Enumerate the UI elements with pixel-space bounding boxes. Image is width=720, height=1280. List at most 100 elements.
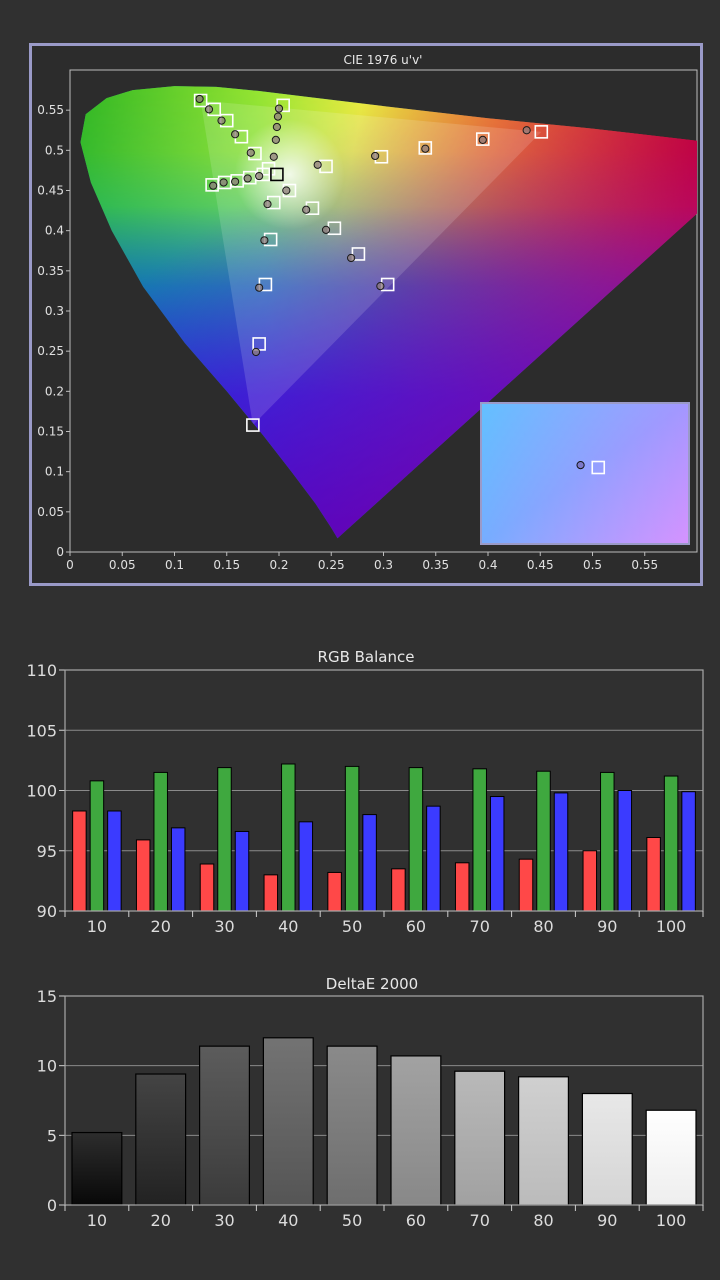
green-bar	[153, 771, 168, 912]
x-tick-label: 0.15	[213, 558, 240, 572]
target-marker	[351, 247, 366, 261]
x-tick-label: 60	[406, 917, 426, 936]
y-tick-label: 0.1	[45, 465, 64, 479]
deltae-bar	[199, 1045, 251, 1206]
measured-point	[273, 112, 283, 121]
x-tick-label: 0.1	[165, 558, 184, 572]
measured-point	[376, 281, 385, 291]
blue-bar	[362, 814, 377, 912]
x-tick-label: 80	[533, 917, 553, 936]
y-tick-label: 0.05	[37, 505, 64, 519]
x-tick-label: 40	[278, 1211, 298, 1230]
measured-point	[204, 105, 214, 114]
red-bar	[391, 868, 406, 912]
x-tick-label: 90	[597, 1211, 617, 1230]
measured-point	[260, 236, 269, 245]
blue-bar	[617, 790, 633, 912]
y-tick-label: 0.5	[45, 143, 64, 157]
x-tick-label: 0.3	[374, 558, 393, 572]
y-tick-label: 15	[37, 987, 57, 1006]
deltae-svg: DeltaE 2000 0 5 10 15 10 20 30 40 50 60 70 80 90 100	[37, 975, 704, 1230]
green-bar	[281, 763, 296, 912]
x-tick-label: 0.05	[109, 558, 136, 572]
deltae-chart: DeltaE 2000 0 5 10 15 10 20 30 40 50 60 70 80 90 100	[0, 965, 720, 1245]
measured-point	[522, 126, 531, 135]
x-tick-label: 50	[342, 1211, 362, 1230]
rgb-bars	[72, 763, 696, 912]
x-tick-label: 0.25	[318, 558, 345, 572]
blue-bar	[234, 830, 250, 912]
cie-title: CIE 1976 u'v'	[344, 53, 423, 67]
x-tick-label: 70	[470, 917, 490, 936]
deltae-bar	[517, 1076, 569, 1206]
measured-point	[217, 116, 226, 125]
cie-axes: 0 0.05 0.1 0.15 0.2 0.25 0.3 0.35 0.4 0.45 0.5 0.55…	[37, 103, 658, 572]
x-tick-label: 0.5	[583, 558, 602, 572]
target-marker	[534, 125, 549, 139]
measured-point	[313, 160, 322, 169]
deltae-bar	[454, 1070, 506, 1206]
y-tick-label: 0.25	[37, 344, 64, 358]
y-tick-label: 0	[56, 545, 64, 559]
red-bar	[646, 836, 661, 912]
y-tick-label: 0.55	[37, 103, 64, 117]
cie-inset	[480, 402, 690, 545]
rgb-title: RGB Balance	[318, 648, 415, 666]
x-tick-label: 80	[533, 1211, 553, 1230]
red-bar	[582, 850, 598, 912]
y-tick-label: 110	[26, 661, 57, 680]
deltae-bar	[326, 1045, 378, 1206]
x-tick-label: 50	[342, 917, 362, 936]
measured-point	[421, 144, 430, 153]
measured-point	[246, 148, 255, 157]
y-tick-label: 105	[26, 721, 57, 740]
y-tick-label: 100	[26, 782, 57, 801]
deltae-bar	[262, 1037, 314, 1206]
deltae-bar	[390, 1055, 442, 1206]
blue-bar	[553, 792, 569, 912]
measured-point	[302, 205, 311, 214]
y-tick-label: 0.15	[37, 425, 64, 439]
x-tick-label: 0.45	[527, 558, 554, 572]
y-tick-label: 0.3	[45, 304, 64, 318]
measured-point	[347, 253, 356, 263]
cie-chart: 0 0.05 0.1 0.15 0.2 0.25 0.3 0.35 0.4 0.45 0.5 0.55…	[29, 43, 703, 586]
target-marker	[193, 93, 208, 108]
x-tick-label: 10	[87, 917, 107, 936]
x-tick-label: 20	[151, 1211, 171, 1230]
measured-point	[269, 152, 278, 161]
green-bar	[472, 768, 487, 912]
x-tick-label: 10	[87, 1211, 107, 1230]
red-bar	[135, 839, 151, 912]
measured-point	[231, 177, 240, 186]
y-tick-label: 90	[37, 902, 57, 921]
deltae-bar	[645, 1109, 697, 1206]
measured-point	[271, 135, 280, 144]
x-tick-label: 100	[656, 1211, 687, 1230]
measured-point	[272, 122, 282, 132]
red-bar	[327, 871, 342, 912]
y-tick-label: 5	[47, 1126, 57, 1145]
x-tick-label: 0.2	[269, 558, 288, 572]
x-tick-label: 0	[66, 558, 74, 572]
blue-bar	[681, 791, 696, 912]
measured-point	[251, 347, 261, 357]
cie-markers	[193, 93, 549, 432]
measured-point	[263, 200, 272, 209]
white-point-target	[270, 167, 284, 182]
measured-point	[219, 178, 228, 187]
x-tick-label: 0.4	[478, 558, 497, 572]
red-bar	[199, 863, 215, 912]
target-marker	[475, 132, 490, 146]
green-bar	[536, 770, 551, 912]
x-tick-label: 0.55	[631, 558, 658, 572]
x-tick-label: 0.35	[422, 558, 449, 572]
deltae-bar	[581, 1092, 633, 1206]
rgb-axes: 90 95 100 105 110 10 20 30 40 50 60 70 80 90 100	[26, 661, 704, 936]
y-tick-label: 0.45	[37, 184, 64, 198]
rgb-balance-chart: RGB Balance 90 95 100 105 110 10 20 30 40 50 60 70 8…	[0, 640, 720, 940]
y-tick-label: 10	[37, 1057, 57, 1076]
deltae-bar	[71, 1131, 123, 1206]
blue-bar	[170, 827, 186, 912]
red-bar	[454, 862, 470, 912]
